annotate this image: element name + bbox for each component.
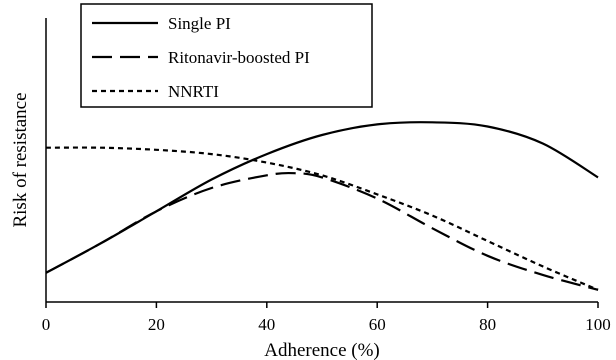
x-tick-label: 0: [42, 315, 51, 334]
series-line-dotted: [45, 146, 599, 291]
x-axis-ticks: 0 20 40 60 80 100: [42, 302, 611, 334]
x-tick-label: 20: [148, 315, 165, 334]
series-group: [45, 121, 599, 291]
x-axis-label: Adherence (%): [264, 340, 380, 360]
series-line-dashed: [45, 171, 599, 291]
y-axis-label: Risk of resistance: [10, 92, 31, 227]
legend-label: Single PI: [168, 14, 231, 33]
legend: Single PI Ritonavir-boosted PI NNRTI: [80, 3, 373, 108]
x-tick-label: 40: [258, 315, 275, 334]
x-tick-label: 80: [479, 315, 496, 334]
x-tick-label: 100: [585, 315, 611, 334]
legend-box: [80, 3, 373, 108]
legend-label: Ritonavir-boosted PI: [168, 48, 310, 67]
legend-label: NNRTI: [168, 82, 219, 101]
series-line-solid: [45, 121, 599, 274]
x-tick-label: 60: [369, 315, 386, 334]
